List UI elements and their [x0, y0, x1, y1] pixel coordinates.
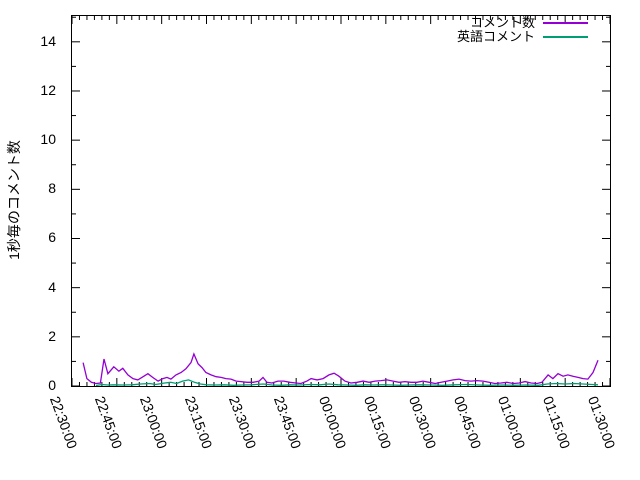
legend-line-sample-english-comments [543, 36, 588, 38]
x-tick-label: 00:15:00 [360, 394, 395, 451]
x-tick-label: 22:30:00 [46, 394, 81, 451]
x-tick-label: 23:15:00 [181, 394, 216, 451]
x-tick-label: 23:45:00 [271, 394, 305, 451]
y-tick-label: 0 [48, 377, 56, 393]
x-tick-label: 00:30:00 [405, 394, 440, 451]
x-tick-label: 01:15:00 [540, 394, 574, 451]
legend-row: コメント数 [457, 16, 588, 30]
y-tick-label: 14 [40, 32, 56, 49]
y-tick-label: 2 [48, 327, 56, 344]
y-tick-label: 12 [40, 81, 56, 98]
legend-row: 英語コメント [457, 30, 588, 44]
x-tick-label: 22:45:00 [91, 394, 126, 451]
y-tick-label: 6 [48, 229, 56, 246]
plot-area [71, 15, 611, 387]
legend-label-comments: コメント数 [469, 15, 535, 30]
plot-svg [72, 16, 610, 386]
x-tick-label: 00:45:00 [450, 394, 485, 451]
y-tick-label: 10 [40, 131, 56, 148]
x-tick-label: 23:00:00 [136, 394, 171, 451]
y-tick-label: 4 [48, 278, 56, 295]
legend-line-sample-comments [543, 22, 588, 24]
legend-label-english-comments: 英語コメント [456, 29, 535, 44]
x-tick-label: 00:00:00 [315, 394, 350, 451]
x-tick-label: 01:00:00 [495, 394, 529, 451]
x-tick-label: 01:30:00 [584, 394, 619, 451]
y-tick-label: 8 [48, 180, 56, 197]
x-tick-label: 23:30:00 [226, 394, 260, 451]
legend: コメント数 英語コメント [457, 16, 588, 44]
